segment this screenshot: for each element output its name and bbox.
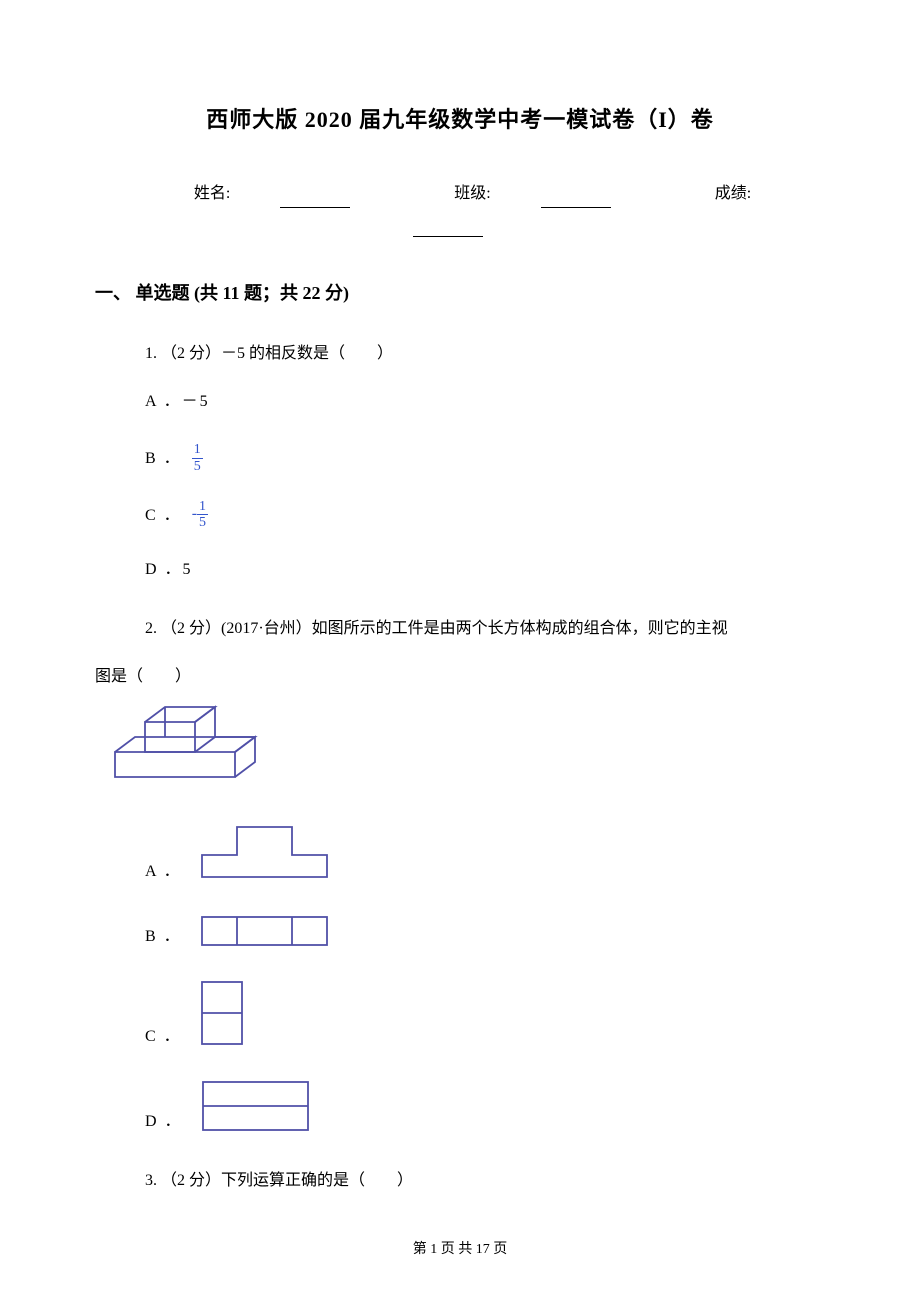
question-2-option-a: A ． (145, 817, 825, 887)
question-2-option-b: B ． (145, 912, 825, 952)
question-2-text: 2. （2 分）(2017·台州）如图所示的工件是由两个长方体构成的组合体，则它… (145, 615, 825, 644)
question-3: 3. （2 分）下列运算正确的是（ ） (95, 1167, 825, 1196)
page-title: 西师大版 2020 届九年级数学中考一模试卷（I）卷 (95, 100, 825, 140)
question-1-option-c: C ． - 1 5 (145, 499, 825, 531)
question-2-option-d: D ． (145, 1077, 825, 1137)
question-1-option-d: D ．5 (145, 556, 825, 585)
question-1-option-b: B ． 1 5 (145, 442, 825, 474)
negative-fraction-icon: - 1 5 (192, 499, 208, 531)
option-c-shape-icon (192, 977, 262, 1052)
cuboid-3d-icon (95, 692, 265, 792)
question-2-3d-figure (95, 692, 825, 792)
question-2: 2. （2 分）(2017·台州）如图所示的工件是由两个长方体构成的组合体，则它… (95, 615, 825, 1138)
section-header: 一、 单选题 (共 11 题；共 22 分) (95, 277, 825, 309)
question-3-text: 3. （2 分）下列运算正确的是（ ） (145, 1167, 825, 1196)
question-2-text-line2: 图是（ ） (95, 663, 825, 692)
info-line: 姓名: 班级: 成绩: (95, 180, 825, 238)
option-d-shape-icon (193, 1077, 323, 1137)
option-b-shape-icon (192, 912, 342, 952)
class-field: 班级: (429, 185, 635, 202)
option-a-shape-icon (192, 817, 342, 887)
question-1: 1. （2 分）－5 的相反数是（ ） A ．－5 B ． 1 5 C ． - … (95, 340, 825, 585)
name-field: 姓名: (169, 185, 375, 202)
fraction-icon: 1 5 (192, 442, 203, 474)
page-footer: 第 1 页 共 17 页 (0, 1237, 920, 1262)
question-1-text: 1. （2 分）－5 的相反数是（ ） (145, 340, 825, 369)
question-2-option-c: C ． (145, 977, 825, 1052)
question-1-option-a: A ．－5 (145, 388, 825, 417)
